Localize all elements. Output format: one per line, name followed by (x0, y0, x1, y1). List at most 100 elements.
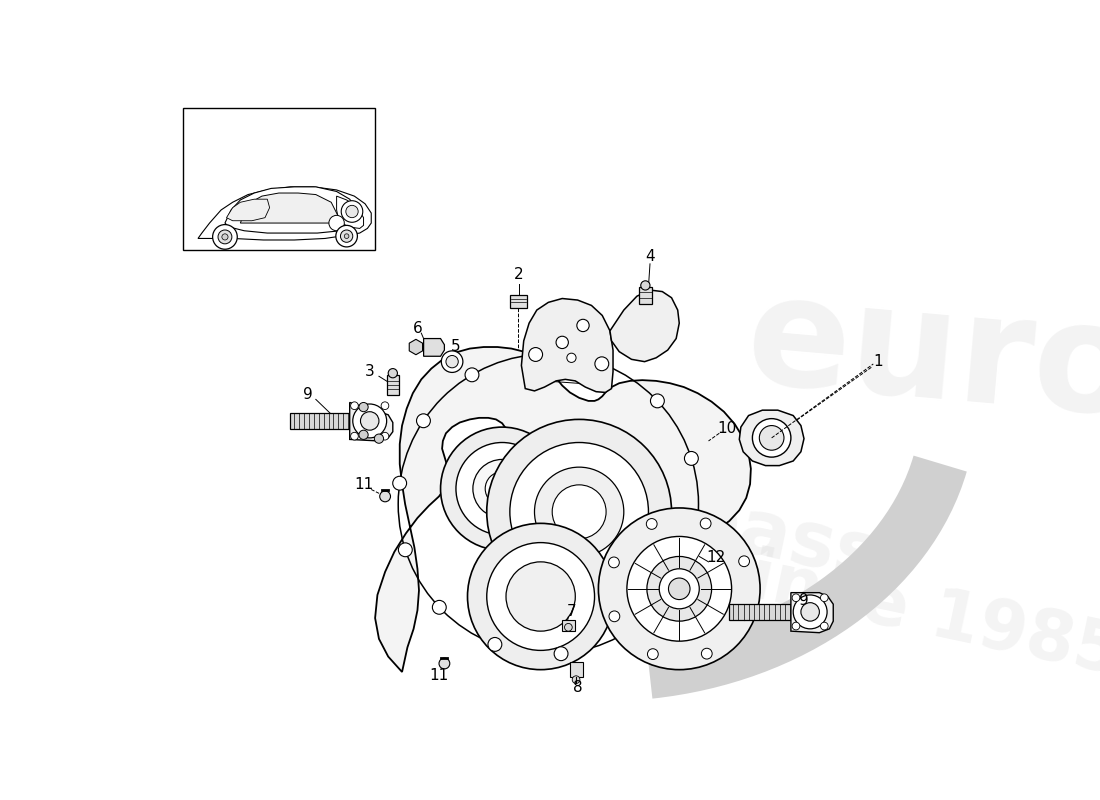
Circle shape (739, 610, 750, 621)
Circle shape (793, 595, 827, 629)
Text: 9: 9 (799, 593, 808, 608)
Circle shape (552, 485, 606, 538)
Circle shape (821, 622, 828, 630)
Polygon shape (521, 298, 613, 393)
Circle shape (218, 230, 232, 244)
Text: europ: europ (741, 266, 1100, 458)
Circle shape (344, 234, 349, 238)
Text: 7: 7 (566, 605, 576, 619)
Circle shape (212, 225, 238, 250)
Text: 6: 6 (412, 321, 422, 336)
Circle shape (609, 611, 619, 622)
Circle shape (595, 357, 608, 370)
Circle shape (398, 543, 412, 557)
Text: 3: 3 (365, 364, 375, 379)
Polygon shape (350, 402, 393, 441)
Circle shape (618, 626, 631, 640)
Text: 10: 10 (717, 421, 737, 436)
Polygon shape (290, 414, 352, 429)
Circle shape (439, 658, 450, 669)
Circle shape (801, 602, 820, 621)
Circle shape (566, 353, 576, 362)
Circle shape (535, 467, 624, 557)
Circle shape (702, 648, 712, 659)
Circle shape (222, 234, 228, 240)
Circle shape (598, 508, 760, 670)
Circle shape (684, 451, 699, 466)
Circle shape (417, 414, 430, 428)
Circle shape (353, 404, 387, 438)
Circle shape (648, 649, 658, 659)
Circle shape (351, 402, 359, 410)
Circle shape (752, 418, 791, 457)
Text: 8: 8 (573, 680, 582, 695)
Circle shape (529, 347, 542, 362)
Text: 4: 4 (646, 249, 654, 264)
Circle shape (432, 600, 447, 614)
Polygon shape (337, 196, 363, 229)
Polygon shape (562, 619, 575, 631)
Text: since 1985: since 1985 (703, 535, 1100, 688)
Circle shape (627, 537, 732, 641)
Circle shape (456, 442, 548, 535)
Circle shape (359, 402, 369, 412)
Circle shape (647, 518, 657, 530)
Bar (183, 107, 375, 250)
Circle shape (361, 412, 378, 430)
Circle shape (690, 518, 704, 532)
Circle shape (554, 646, 568, 661)
Circle shape (336, 226, 358, 247)
Polygon shape (609, 290, 680, 362)
Circle shape (381, 432, 388, 440)
Circle shape (345, 206, 359, 218)
Circle shape (379, 491, 390, 502)
Text: 11: 11 (429, 667, 449, 682)
Circle shape (572, 676, 580, 683)
Circle shape (341, 230, 353, 242)
Circle shape (440, 427, 563, 550)
Circle shape (557, 336, 569, 349)
Circle shape (485, 472, 519, 506)
Text: 9: 9 (304, 387, 313, 402)
Circle shape (488, 638, 502, 651)
Circle shape (701, 518, 711, 529)
Circle shape (739, 556, 749, 566)
Circle shape (329, 215, 344, 230)
Circle shape (564, 623, 572, 631)
Circle shape (759, 426, 784, 450)
Circle shape (659, 569, 700, 609)
Circle shape (821, 594, 828, 602)
Text: 11: 11 (354, 478, 373, 492)
Circle shape (341, 201, 363, 222)
Circle shape (576, 319, 590, 332)
Circle shape (667, 581, 680, 594)
Polygon shape (729, 604, 793, 619)
Polygon shape (227, 199, 270, 221)
Circle shape (468, 523, 614, 670)
Circle shape (441, 351, 463, 373)
Text: 12: 12 (706, 550, 726, 566)
Circle shape (487, 419, 671, 604)
Polygon shape (424, 338, 444, 356)
Polygon shape (510, 294, 527, 308)
Polygon shape (224, 187, 360, 233)
Polygon shape (375, 347, 751, 672)
Circle shape (381, 402, 388, 410)
Polygon shape (639, 287, 651, 304)
Circle shape (487, 542, 595, 650)
Circle shape (388, 369, 397, 378)
Circle shape (446, 355, 459, 368)
Circle shape (351, 432, 359, 440)
Circle shape (650, 394, 664, 408)
Circle shape (792, 594, 800, 602)
Circle shape (374, 434, 384, 443)
Circle shape (473, 459, 531, 518)
Polygon shape (409, 339, 422, 354)
Circle shape (669, 578, 690, 599)
Polygon shape (791, 593, 834, 633)
Circle shape (393, 476, 407, 490)
Circle shape (608, 557, 619, 568)
Polygon shape (739, 410, 804, 466)
Polygon shape (570, 662, 583, 678)
Text: 1: 1 (873, 354, 882, 369)
